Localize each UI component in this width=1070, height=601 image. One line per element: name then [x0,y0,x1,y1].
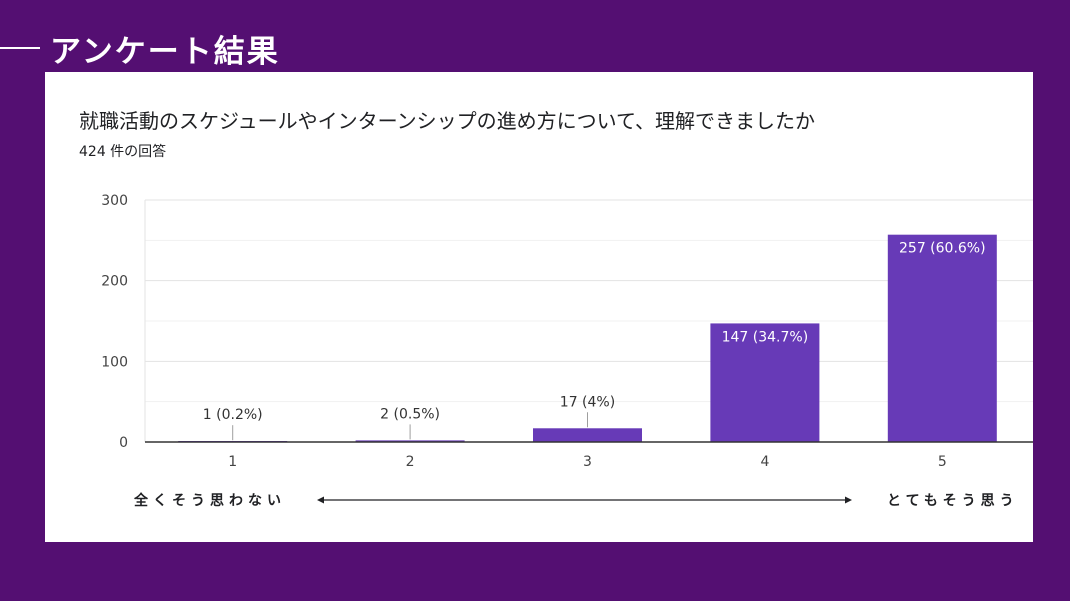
y-tick-label: 0 [119,435,128,451]
x-tick-label: 2 [406,454,415,470]
bar-3 [533,428,642,442]
x-tick-label: 4 [760,454,769,470]
bar-4 [710,323,820,442]
response-count: 424 件の回答 [79,144,167,160]
chart-card: 就職活動のスケジュールやインターンシップの進め方について、理解できましたか 42… [45,72,1033,542]
data-label-5: 257 (60.6%) [899,241,986,257]
bar-chart: 0 100 200 300 1 (0.2%) 1 2 (0.5%) 2 17 (4%) 3 147 … [101,193,1033,470]
scale-right-label: とてもそう思う [887,493,1019,509]
y-tick-label: 300 [101,193,128,209]
scale-double-arrow [317,496,852,504]
data-label-4: 147 (34.7%) [722,329,809,345]
bar-2 [355,440,465,442]
data-label-1: 1 (0.2%) [203,407,263,423]
data-label-2: 2 (0.5%) [380,406,440,422]
bar-5 [887,234,997,442]
y-tick-label: 100 [101,354,128,370]
scale-left-label: 全くそう思わない [134,493,286,509]
data-label-3: 17 (4%) [560,394,615,410]
y-tick-label: 200 [101,274,128,290]
x-tick-label: 5 [938,454,947,470]
header-accent-line [0,47,40,49]
question-title: 就職活動のスケジュールやインターンシップの進め方について、理解できましたか [79,109,815,133]
slide-title: アンケート結果 [50,34,280,70]
x-tick-label: 1 [228,454,237,470]
x-tick-label: 3 [583,454,592,470]
